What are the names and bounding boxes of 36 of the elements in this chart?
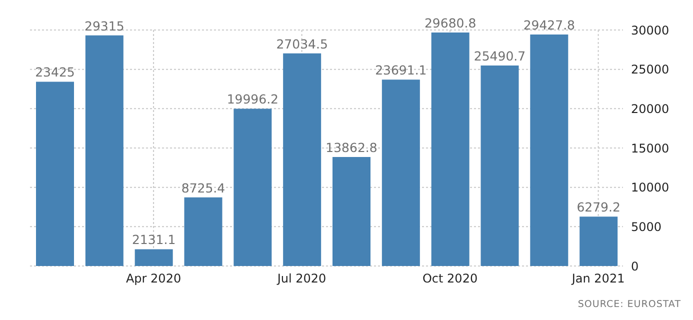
bar bbox=[85, 35, 124, 266]
bar bbox=[382, 80, 420, 266]
data-label: 29427.8 bbox=[523, 18, 576, 32]
data-label: 23691.1 bbox=[375, 62, 427, 78]
x-tick-label: Apr 2020 bbox=[126, 272, 182, 286]
data-label: 27034.5 bbox=[276, 36, 328, 52]
bar bbox=[184, 197, 222, 266]
bar bbox=[431, 32, 470, 266]
data-label: 23425 bbox=[35, 64, 75, 80]
x-tick-label: Oct 2020 bbox=[422, 272, 478, 286]
data-label: 2131.1 bbox=[132, 232, 176, 248]
bar bbox=[36, 82, 74, 266]
data-label: 8725.4 bbox=[181, 180, 226, 196]
source-note: SOURCE: EUROSTAT bbox=[578, 299, 681, 310]
y-tick-label: 5000 bbox=[631, 220, 662, 234]
data-label: 29680.8 bbox=[424, 16, 476, 31]
bar bbox=[283, 53, 322, 266]
bar bbox=[134, 249, 173, 266]
bar bbox=[580, 216, 618, 266]
bar bbox=[530, 34, 568, 266]
x-tick-label: Jul 2020 bbox=[276, 272, 326, 286]
y-tick-label: 0 bbox=[631, 259, 639, 274]
data-label: 13862.8 bbox=[326, 140, 378, 155]
y-tick-label: 20000 bbox=[631, 102, 670, 116]
data-label: 29315 bbox=[84, 18, 124, 34]
bar bbox=[332, 156, 370, 266]
y-tick-label: 15000 bbox=[631, 141, 670, 156]
data-label: 6279.2 bbox=[576, 200, 620, 215]
bar bbox=[234, 108, 272, 266]
y-tick-label: 25000 bbox=[631, 62, 670, 77]
data-label: 25490.7 bbox=[474, 48, 526, 64]
x-tick-label: Jan 2021 bbox=[570, 272, 625, 286]
bar bbox=[480, 65, 519, 266]
data-label: 19996.2 bbox=[226, 92, 279, 107]
y-tick-label: 30000 bbox=[631, 23, 670, 38]
y-tick-label: 10000 bbox=[631, 180, 670, 195]
